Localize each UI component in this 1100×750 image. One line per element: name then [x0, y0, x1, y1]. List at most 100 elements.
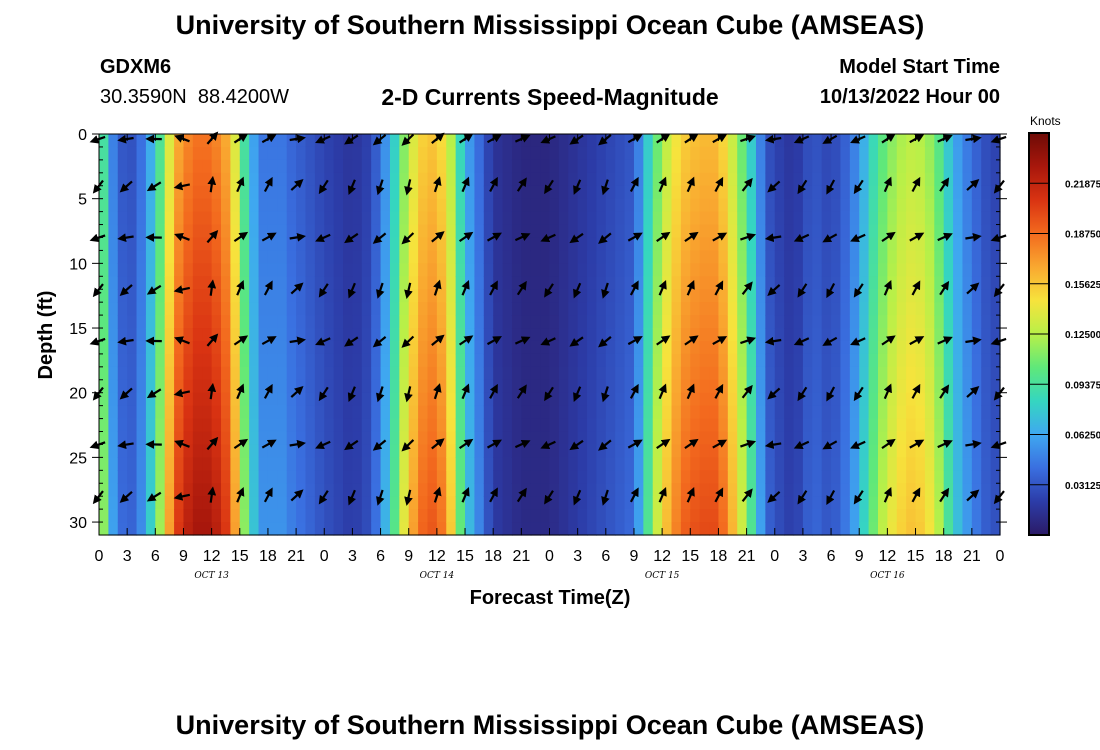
heatmap-cell [821, 353, 832, 368]
heatmap-cell [755, 146, 766, 161]
heatmap-cell [577, 134, 588, 148]
current-arrow [658, 486, 667, 503]
heatmap-cell [652, 509, 663, 523]
heatmap-cell [145, 328, 156, 342]
current-arrow [658, 383, 667, 400]
heatmap-cell [530, 418, 541, 433]
heatmap-cell [605, 302, 616, 316]
heatmap-cell [558, 431, 569, 446]
heatmap-cell [136, 405, 147, 420]
heatmap-cell [530, 159, 541, 174]
heatmap-cell [296, 198, 307, 213]
heatmap-cell [446, 134, 457, 148]
heatmap-cell [737, 237, 748, 252]
heatmap-cell [267, 198, 278, 213]
heatmap-cell [896, 315, 907, 329]
heatmap-cell [981, 509, 992, 523]
heatmap-cell [202, 159, 213, 174]
heatmap-cell [727, 276, 738, 290]
heatmap-cell [849, 224, 860, 239]
heatmap-cell [699, 198, 710, 213]
current-arrow [797, 386, 808, 402]
heatmap-cell [352, 185, 363, 200]
heatmap-cell [906, 366, 917, 381]
current-arrow [822, 440, 838, 450]
current-arrow [573, 179, 582, 195]
heatmap-cell [906, 185, 917, 200]
heatmap-cell [361, 224, 372, 239]
heatmap-cell [718, 522, 729, 536]
heatmap-cell [230, 392, 241, 407]
heatmap-cell [605, 315, 616, 329]
heatmap-cell [267, 509, 278, 523]
current-arrow [289, 439, 306, 449]
current-arrow [712, 336, 728, 346]
heatmap-cell [324, 134, 335, 148]
heatmap-cell [239, 315, 250, 329]
heatmap-cell [455, 379, 466, 394]
heatmap-cell [821, 366, 832, 381]
heatmap-cell [784, 302, 795, 316]
heatmap-cell [249, 328, 260, 342]
heatmap-cell [99, 418, 109, 433]
heatmap-cell [418, 470, 429, 484]
heatmap-cell [446, 315, 457, 329]
heatmap-cell [267, 315, 278, 329]
heatmap-cell [662, 379, 673, 394]
heatmap-cell [821, 263, 832, 277]
heatmap-cell [746, 392, 757, 407]
heatmap-cell [737, 328, 748, 342]
heatmap-cell [418, 392, 429, 407]
heatmap-cell [774, 340, 785, 355]
heatmap-cell [840, 289, 851, 303]
heatmap-cell [352, 431, 363, 446]
current-arrow [119, 284, 133, 296]
heatmap-cell [877, 185, 888, 200]
heatmap-cell [831, 289, 842, 303]
heatmap-cell [521, 146, 532, 161]
heatmap-cell [784, 379, 795, 394]
heatmap-cell [502, 328, 513, 342]
heatmap-cell [324, 483, 335, 497]
heatmap-cell [343, 211, 354, 226]
heatmap-cell [981, 263, 992, 277]
heatmap-cell [643, 444, 654, 458]
heatmap-cell [521, 237, 532, 252]
heatmap-cell [765, 405, 776, 420]
heatmap-cell [418, 237, 429, 252]
current-arrow [263, 176, 273, 193]
heatmap-cell [136, 134, 147, 148]
heatmap-cell [202, 340, 213, 355]
x-tick-label: 18 [710, 548, 728, 565]
heatmap-cell [774, 237, 785, 252]
heatmap-cell [962, 172, 973, 187]
heatmap-cell [333, 444, 344, 458]
heatmap-cell [877, 509, 888, 523]
heatmap-cell [727, 237, 738, 252]
heatmap-cell [802, 159, 813, 174]
heatmap-cell [324, 340, 335, 355]
heatmap-cell [427, 522, 438, 536]
heatmap-cell [943, 405, 954, 420]
heatmap-cell [943, 496, 954, 510]
current-arrow [119, 180, 133, 193]
heatmap-cell [127, 379, 138, 394]
heatmap-cell [662, 315, 673, 329]
heatmap-cell [258, 211, 269, 226]
heatmap-cell [962, 340, 973, 355]
heatmap-cell [117, 302, 128, 316]
heatmap-cell [277, 470, 288, 484]
heatmap-cell [577, 146, 588, 161]
heatmap-cell [821, 250, 832, 264]
heatmap-cell [183, 159, 194, 174]
heatmap-cell [324, 470, 335, 484]
heatmap-cell [896, 276, 907, 290]
heatmap-cell [840, 315, 851, 329]
heatmap-cell [765, 276, 776, 290]
heatmap-cell [380, 172, 391, 187]
heatmap-cell [380, 457, 391, 471]
heatmap-cell [615, 392, 626, 407]
heatmap-cell [671, 392, 682, 407]
speed-heatmap [99, 134, 1001, 536]
heatmap-cell [953, 315, 964, 329]
